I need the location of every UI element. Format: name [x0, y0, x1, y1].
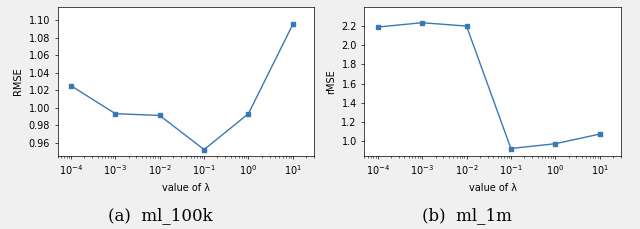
- Y-axis label: rMSE: rMSE: [326, 69, 336, 94]
- Text: (b)  ml_1m: (b) ml_1m: [422, 207, 512, 224]
- X-axis label: value of λ: value of λ: [162, 183, 210, 193]
- Text: (a)  ml_100k: (a) ml_100k: [108, 207, 212, 224]
- Y-axis label: RMSE: RMSE: [13, 68, 23, 95]
- X-axis label: value of λ: value of λ: [468, 183, 516, 193]
